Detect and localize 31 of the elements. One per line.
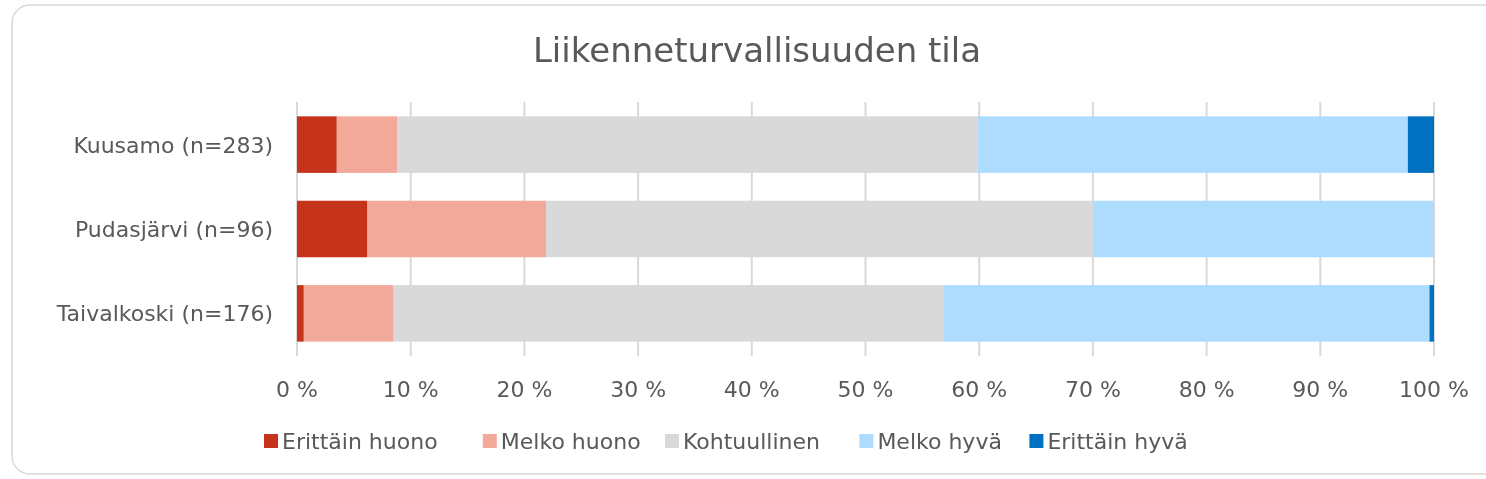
bar [1092,200,1434,258]
bar [367,200,546,258]
bar [978,116,1408,173]
x-tick-label: 60 % [951,377,1008,402]
x-tick-label: 40 % [723,377,780,402]
y-tick-label: Pudasjärvi (n=96) [74,217,273,242]
bar [336,116,398,173]
chart-title: Liikenneturvallisuuden tila [532,30,982,70]
legend-label: Erittäin huono [282,429,438,454]
bar [1407,116,1434,173]
x-tick-label: 0 % [276,377,318,402]
bar [1429,285,1434,342]
x-tick-label: 80 % [1178,377,1235,402]
x-tick-label: 20 % [496,377,553,402]
x-tick-label: 30 % [610,377,667,402]
x-tick-label: 50 % [837,377,894,402]
bar [303,285,394,342]
x-tick-label: 70 % [1064,377,1121,402]
bar [297,200,368,258]
bar [943,285,1430,342]
y-tick-label: Kuusamo (n=283) [73,132,273,158]
x-tick-label: 90 % [1292,377,1349,402]
legend-label: Melko huono [500,429,641,454]
legend-label: Melko hyvä [877,429,1002,454]
y-tick-label: Taivalkoski (n=176) [55,301,273,327]
x-tick-label: 10 % [382,377,439,402]
bar [297,285,304,342]
legend-label: Erittäin hyvä [1047,429,1188,454]
bar [297,116,337,173]
x-tick-label: 100 % [1399,377,1469,402]
legend-label: Kohtuullinen [683,429,821,454]
